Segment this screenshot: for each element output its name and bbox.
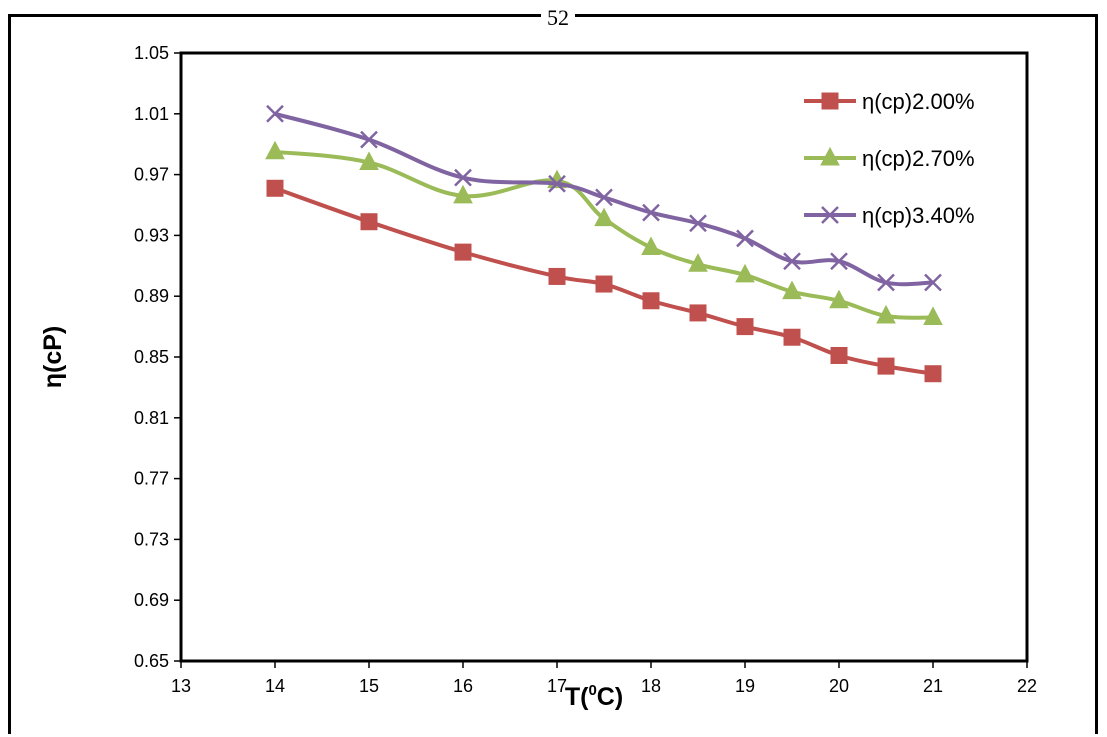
x-tick-label: 13 — [171, 676, 191, 696]
series-lines — [265, 104, 943, 383]
data-point-x-stroke — [689, 214, 707, 233]
data-point-x-stroke — [821, 206, 839, 224]
legend-item: η(cp)3.40% — [804, 203, 975, 228]
data-point-x — [689, 214, 707, 233]
chart-frame: 52 0.65 0.69 0.73 0.77 0.81 0.85 0.89 0.93 0.97 1… — [8, 7, 1098, 734]
x-tick-label: 19 — [735, 676, 755, 696]
legend-item: η(cp)2.70% — [804, 146, 975, 171]
data-point-square — [689, 304, 707, 322]
y-tick-label: 0.93 — [134, 225, 169, 245]
page-number: 52 — [541, 7, 575, 29]
y-tick-label: 0.89 — [134, 286, 169, 306]
x-axis-title-end: C) — [597, 683, 623, 711]
data-point-square — [548, 267, 566, 285]
data-point-triangle — [359, 151, 379, 170]
data-point-square — [642, 292, 660, 310]
data-point-square — [360, 213, 378, 231]
data-point-x — [924, 273, 942, 292]
data-point-triangle — [735, 263, 755, 283]
data-point-triangle — [829, 289, 849, 309]
line-chart: 0.65 0.69 0.73 0.77 0.81 0.85 0.89 0.93 0.97 1.01… — [39, 43, 1037, 711]
y-tick-label: 0.81 — [134, 408, 169, 428]
x-tick-label: 14 — [265, 676, 285, 696]
data-point-x — [783, 252, 801, 271]
data-point-x-stroke — [642, 203, 660, 222]
data-point-square — [595, 275, 613, 293]
data-point-x-stroke — [548, 174, 566, 193]
x-axis-title-sup: 0 — [588, 682, 596, 699]
y-tick-label: 0.69 — [134, 590, 169, 610]
data-point-x — [642, 203, 660, 222]
data-point-triangle — [688, 253, 708, 272]
x-axis: 13 14 15 16 17 18 19 20 21 22 — [171, 661, 1037, 696]
data-point-x-stroke — [266, 104, 284, 123]
y-tick-label: 0.77 — [134, 469, 169, 489]
data-point-square — [454, 243, 472, 261]
data-point-x — [595, 188, 613, 207]
legend-label: η(cp)2.00% — [862, 89, 975, 114]
data-point-x — [830, 252, 848, 271]
x-tick-label: 17 — [547, 676, 567, 696]
legend: η(cp)2.00% η(cp)2.70% η(cp)3.40% — [804, 89, 975, 228]
data-point-x-stroke — [595, 188, 613, 207]
legend-item: η(cp)2.00% — [804, 89, 975, 114]
data-point-x — [454, 168, 472, 187]
data-point-x-stroke — [736, 229, 754, 248]
plot-area — [179, 51, 1029, 663]
data-point-triangle — [876, 304, 896, 324]
data-point-x-stroke — [360, 130, 378, 149]
data-point-square — [821, 92, 839, 110]
x-tick-label: 16 — [453, 676, 473, 696]
series-3 — [266, 104, 942, 292]
series-2 — [265, 140, 943, 325]
data-point-square — [877, 357, 895, 375]
y-axis-title: η(cP) — [39, 326, 67, 389]
x-tick-label: 22 — [1017, 676, 1037, 696]
data-point-x-stroke — [924, 273, 942, 292]
legend-label: η(cp)2.70% — [862, 146, 975, 171]
data-point-triangle — [453, 184, 473, 204]
data-point-square — [736, 318, 754, 336]
data-point-x — [736, 229, 754, 248]
x-tick-label: 18 — [641, 676, 661, 696]
y-tick-label: 0.85 — [134, 347, 169, 367]
data-point-x-stroke — [877, 273, 895, 292]
y-tick-label: 1.05 — [134, 43, 169, 63]
plot-border — [179, 51, 1029, 663]
y-tick-label: 0.97 — [134, 165, 169, 185]
data-point-square — [266, 179, 284, 197]
data-point-triangle — [265, 140, 285, 160]
data-point-x — [821, 206, 839, 224]
x-axis-title: T(0C) — [565, 682, 623, 711]
data-point-triangle — [594, 207, 614, 227]
series-line — [274, 149, 934, 320]
data-point-x-stroke — [783, 252, 801, 271]
data-point-x — [877, 273, 895, 292]
x-tick-label: 21 — [923, 676, 943, 696]
data-point-triangle — [820, 146, 840, 166]
data-point-x — [266, 104, 284, 123]
data-point-square — [924, 365, 942, 383]
x-tick-label: 20 — [829, 676, 849, 696]
y-axis: 0.65 0.69 0.73 0.77 0.81 0.85 0.89 0.93 0.97 1.01… — [134, 43, 181, 671]
data-point-x — [548, 174, 566, 193]
x-tick-label: 15 — [359, 676, 379, 696]
data-point-triangle — [641, 236, 661, 256]
y-tick-label: 1.01 — [134, 104, 169, 124]
legend-label: η(cp)3.40% — [862, 203, 975, 228]
data-point-square — [783, 328, 801, 346]
data-point-triangle — [923, 306, 943, 325]
y-tick-label: 0.65 — [134, 651, 169, 671]
data-point-x-stroke — [454, 168, 472, 187]
y-tick-label: 0.73 — [134, 529, 169, 549]
data-point-x — [360, 130, 378, 149]
data-point-triangle — [782, 280, 802, 300]
data-point-x-stroke — [830, 252, 848, 271]
data-point-square — [830, 346, 848, 364]
x-axis-title-main: T( — [565, 683, 589, 711]
series-1 — [266, 179, 942, 383]
